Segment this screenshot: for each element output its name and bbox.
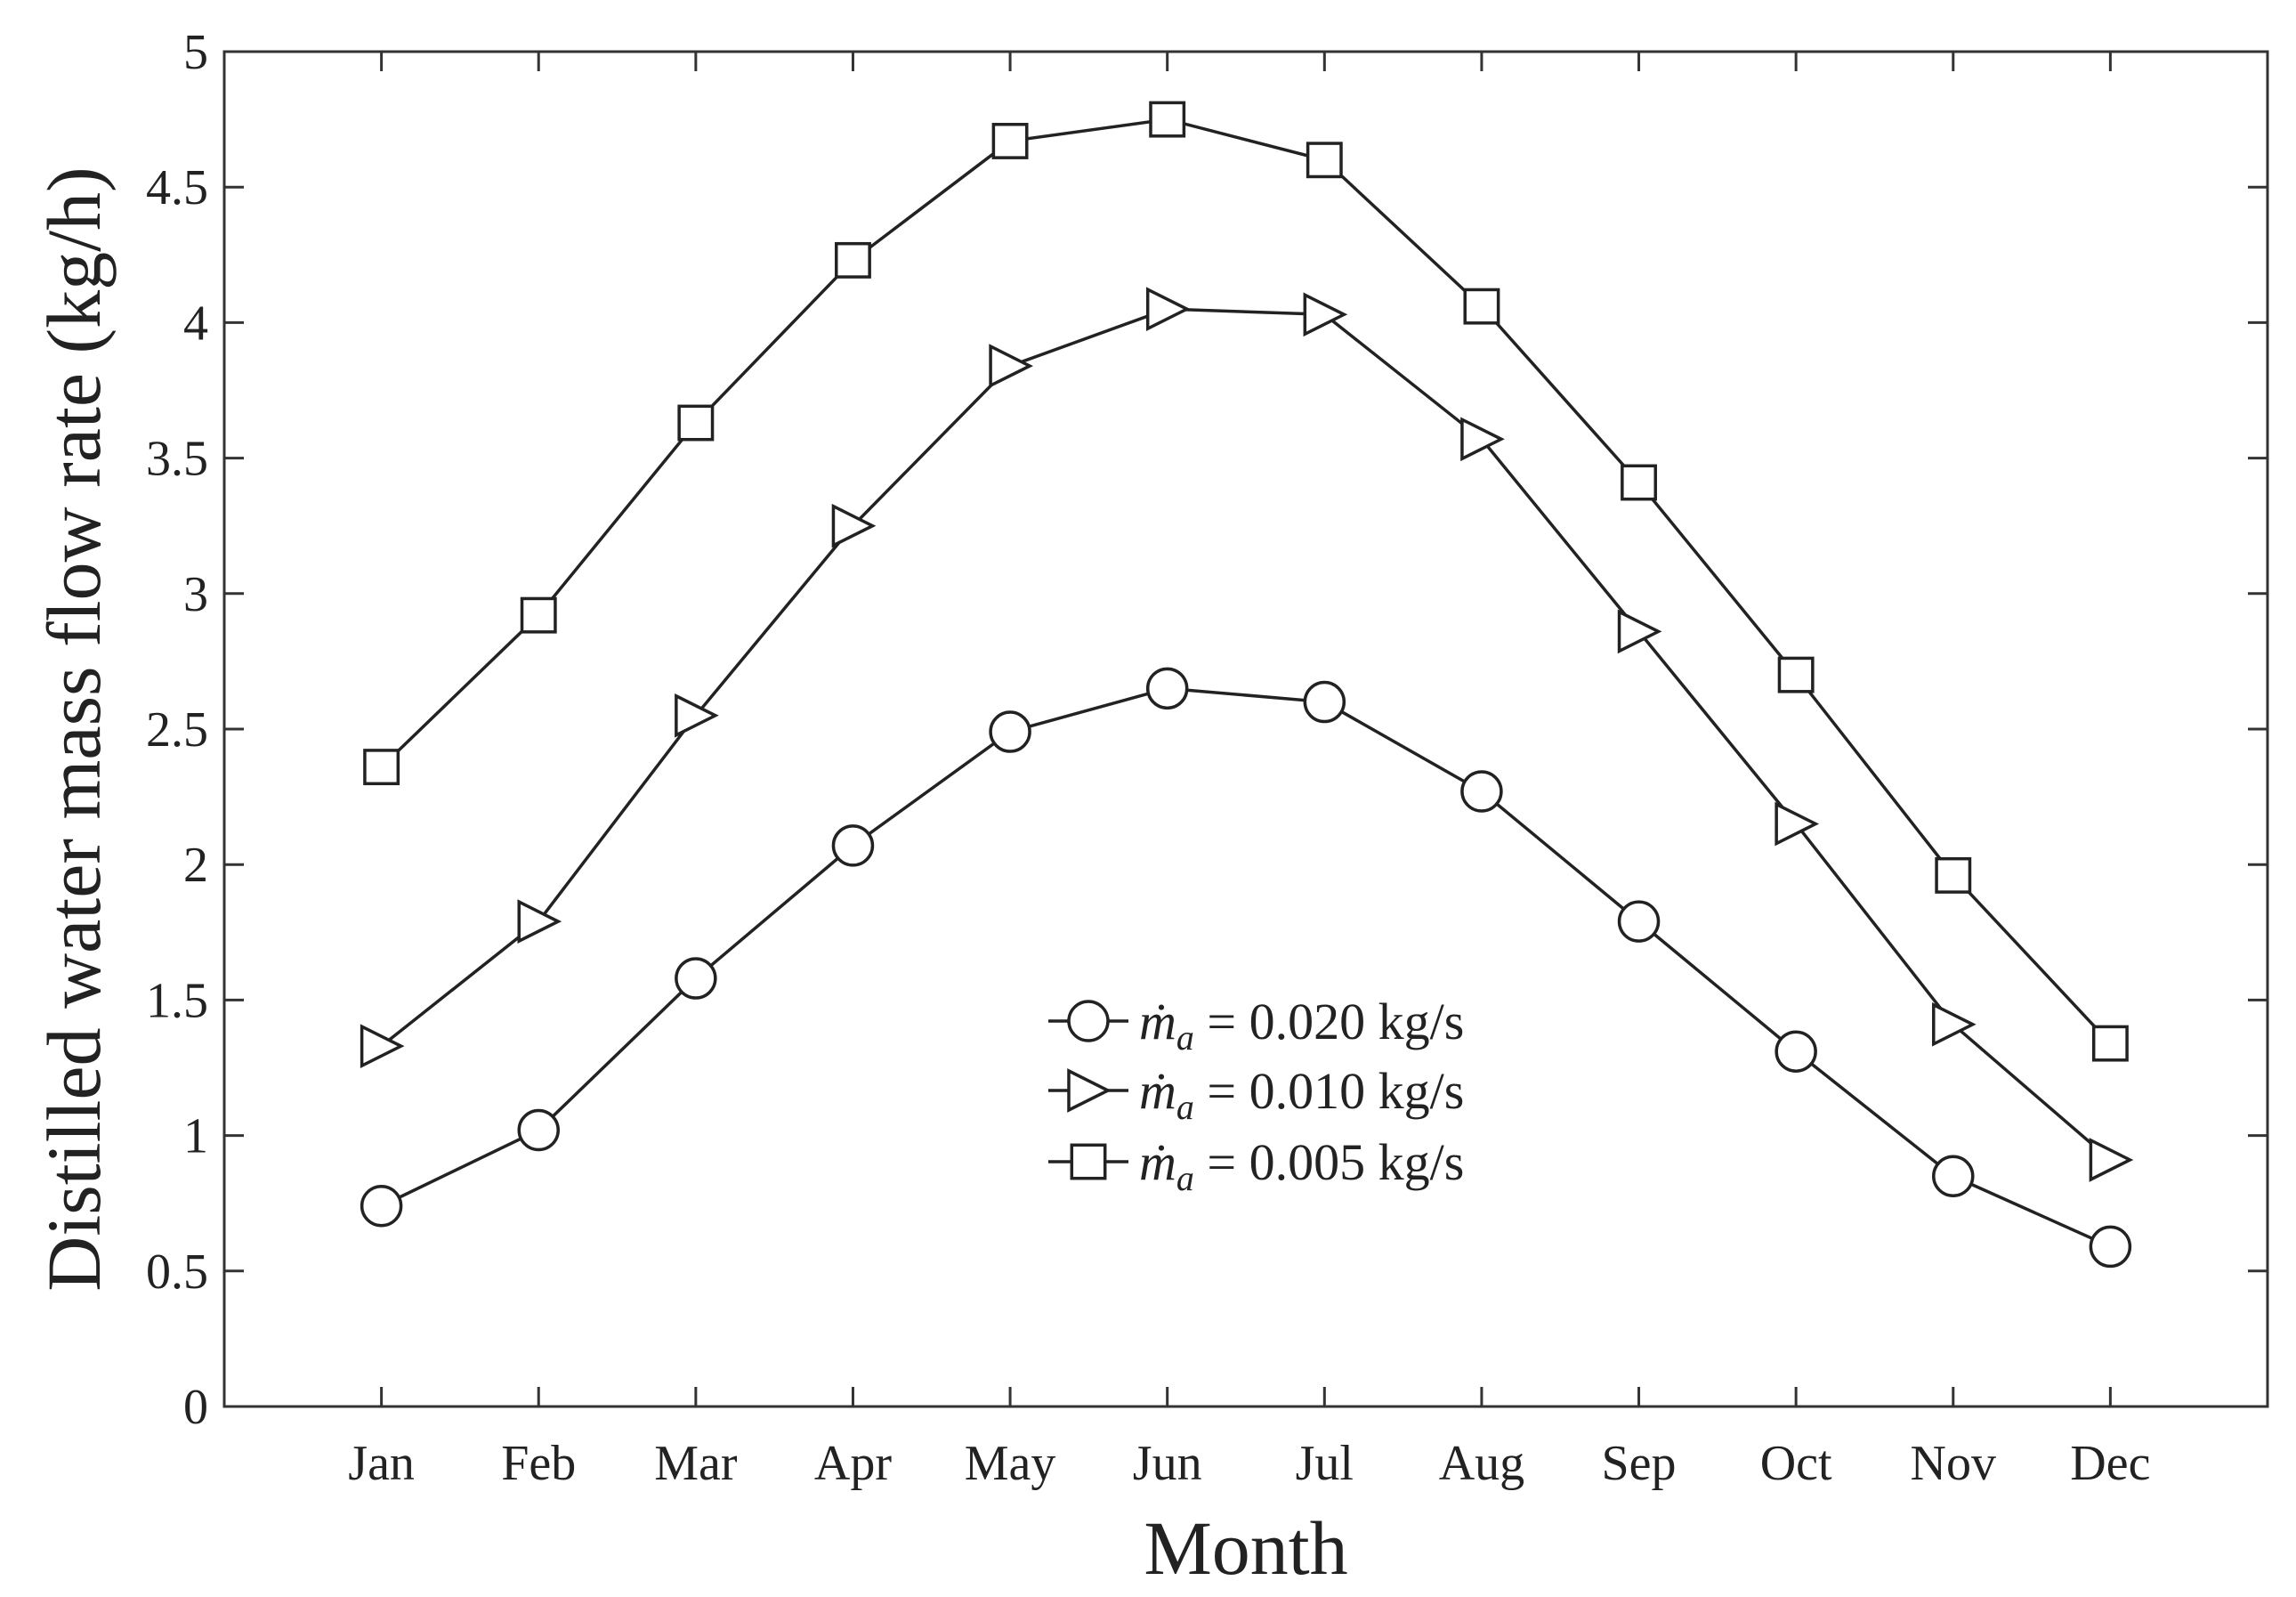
data-point-circle: [1617, 900, 1661, 943]
series-line: [380, 686, 2112, 1249]
y-tick-label: 2: [183, 838, 208, 893]
data-point-square: [1306, 142, 1343, 179]
legend-subscript: a: [1176, 1087, 1194, 1127]
legend-math: ṁ: [1139, 1133, 1176, 1191]
x-tick-label: Mar: [654, 1436, 738, 1491]
x-tick-label: Dec: [2070, 1436, 2150, 1491]
data-point-circle: [675, 957, 717, 1000]
series-line: [380, 307, 2112, 1162]
data-point-square: [1463, 288, 1500, 325]
y-tick-label: 3.5: [146, 432, 208, 487]
x-tick-label: Apr: [814, 1436, 892, 1491]
data-point-triangle-right: [2089, 1138, 2134, 1182]
legend-math: ṁ: [1139, 1062, 1176, 1120]
legend: ṁa = 0.020 kg/sṁa = 0.010 kg/sṁa = 0.005…: [1048, 993, 1464, 1198]
data-point-circle: [517, 1108, 560, 1152]
data-point-square: [991, 123, 1029, 159]
series-circle: [360, 667, 2132, 1269]
data-point-triangle-right: [1617, 609, 1662, 654]
data-point-circle: [1460, 770, 1503, 813]
legend-entry: ṁa = 0.010 kg/s: [1048, 1062, 1464, 1127]
data-point-square: [1777, 656, 1815, 693]
y-tick-label: 5: [183, 25, 208, 80]
x-tick-label: Aug: [1439, 1436, 1524, 1491]
series-square: [363, 101, 2129, 1062]
data-point-triangle-right: [517, 899, 562, 944]
data-point-triangle-right: [1932, 1001, 1977, 1047]
legend-value: = 0.005 kg/s: [1194, 1133, 1464, 1191]
data-point-triangle-right: [360, 1024, 405, 1068]
data-point-square: [677, 404, 715, 442]
data-point-circle: [989, 710, 1031, 753]
series-triangle-right: [360, 287, 2134, 1182]
data-point-square: [2091, 1025, 2129, 1062]
x-tick-label: Jan: [348, 1436, 415, 1491]
data-point-square: [1621, 464, 1657, 501]
legend-marker-square: [1070, 1143, 1107, 1180]
y-tick-label: 1: [183, 1109, 208, 1164]
data-point-triangle-right: [675, 693, 719, 738]
series-line: [380, 118, 2112, 1045]
legend-marker-circle: [1067, 1000, 1110, 1042]
data-point-triangle-right: [1775, 801, 1820, 847]
y-tick-label: 0.5: [146, 1244, 208, 1300]
y-tick-label: 2.5: [146, 702, 208, 758]
data-point-circle: [1932, 1155, 1975, 1198]
legend-subscript: a: [1176, 1017, 1194, 1058]
data-point-circle: [360, 1184, 403, 1228]
x-tick-label: Sep: [1602, 1436, 1677, 1491]
x-tick-label: Oct: [1760, 1436, 1832, 1491]
x-tick-label: Nov: [1911, 1436, 1996, 1491]
x-tick-label: Jun: [1133, 1436, 1202, 1491]
y-tick-label: 1.5: [146, 973, 208, 1028]
legend-math: ṁ: [1139, 993, 1176, 1050]
data-point-square: [1149, 101, 1186, 138]
data-point-circle: [1145, 667, 1189, 710]
legend-entry: ṁa = 0.005 kg/s: [1048, 1133, 1464, 1198]
legend-label: ṁa = 0.005 kg/s: [1139, 1133, 1464, 1198]
data-point-triangle-right: [1145, 287, 1191, 332]
legend-label: ṁa = 0.010 kg/s: [1139, 1062, 1464, 1127]
data-point-circle: [1775, 1030, 1817, 1073]
legend-value: = 0.010 kg/s: [1194, 1062, 1464, 1120]
x-tick-label: May: [965, 1436, 1056, 1491]
x-tick-label: Jul: [1296, 1436, 1354, 1491]
data-point-square: [363, 749, 400, 786]
y-tick-label: 4.5: [146, 160, 208, 215]
y-axis-title: Distilled water mass flow rate (kg/h): [31, 166, 117, 1291]
data-point-circle: [2089, 1225, 2132, 1269]
y-tick-label: 3: [183, 567, 208, 622]
data-point-circle: [831, 824, 875, 867]
axes: 0 0.5 1 1.5 2 2.5 3 3.5 4 4.5 5 Jan Feb Mar Apr May Jun J…: [146, 25, 2269, 1491]
data-point-square: [520, 596, 557, 634]
legend-subscript: a: [1176, 1158, 1194, 1198]
data-point-triangle-right: [1303, 292, 1348, 337]
x-axis-title: Month: [1144, 1505, 1347, 1591]
x-tick-label: Feb: [501, 1436, 576, 1491]
legend-label: ṁa = 0.020 kg/s: [1139, 993, 1464, 1058]
y-tick-label: 0: [183, 1380, 208, 1435]
data-point-triangle-right: [1460, 417, 1505, 462]
data-point-triangle-right: [831, 503, 877, 548]
legend-marker-triangle-right: [1067, 1068, 1112, 1113]
data-point-square: [835, 241, 871, 279]
plot-area: [360, 101, 2134, 1269]
y-tick-label: 4: [183, 296, 208, 351]
data-point-circle: [1303, 680, 1346, 724]
data-point-triangle-right: [989, 344, 1033, 388]
legend-value: = 0.020 kg/s: [1194, 993, 1464, 1050]
legend-entry: ṁa = 0.020 kg/s: [1048, 993, 1464, 1058]
data-point-square: [1935, 856, 1972, 894]
